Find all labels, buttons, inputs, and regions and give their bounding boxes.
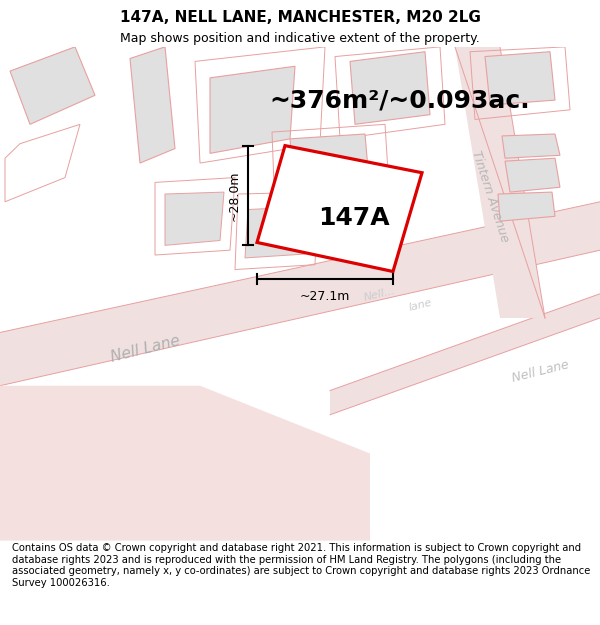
Polygon shape: [165, 192, 224, 246]
Text: Contains OS data © Crown copyright and database right 2021. This information is : Contains OS data © Crown copyright and d…: [12, 543, 590, 588]
Polygon shape: [0, 386, 370, 541]
Polygon shape: [257, 146, 422, 271]
Polygon shape: [350, 52, 430, 124]
Polygon shape: [290, 134, 370, 197]
Text: Nell...: Nell...: [363, 285, 397, 302]
Polygon shape: [245, 207, 308, 258]
Polygon shape: [455, 47, 545, 318]
Text: lane: lane: [407, 298, 433, 313]
Polygon shape: [502, 134, 560, 158]
Polygon shape: [130, 47, 175, 163]
Polygon shape: [0, 202, 600, 386]
Text: Nell Lane: Nell Lane: [109, 333, 181, 365]
Text: Tintern Avenue: Tintern Avenue: [469, 149, 511, 244]
Polygon shape: [485, 52, 555, 105]
Text: ~376m²/~0.093ac.: ~376m²/~0.093ac.: [269, 88, 530, 112]
Text: 147A: 147A: [319, 206, 390, 230]
Polygon shape: [10, 47, 95, 124]
Text: 147A, NELL LANE, MANCHESTER, M20 2LG: 147A, NELL LANE, MANCHESTER, M20 2LG: [119, 10, 481, 25]
Polygon shape: [505, 158, 560, 192]
Text: Nell Lane: Nell Lane: [510, 358, 570, 384]
Text: ~28.0m: ~28.0m: [227, 170, 241, 221]
Polygon shape: [330, 294, 600, 415]
Polygon shape: [498, 192, 555, 221]
Polygon shape: [210, 66, 295, 153]
Text: ~27.1m: ~27.1m: [300, 290, 350, 303]
Text: Map shows position and indicative extent of the property.: Map shows position and indicative extent…: [120, 32, 480, 45]
